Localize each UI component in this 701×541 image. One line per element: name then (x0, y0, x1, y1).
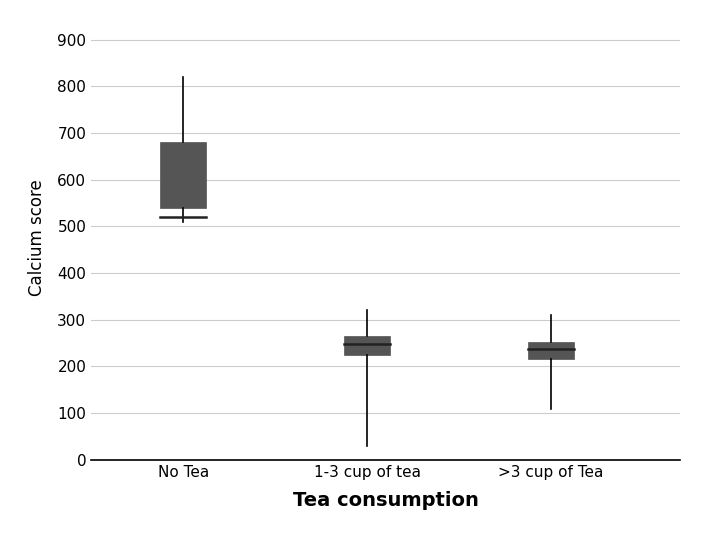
FancyBboxPatch shape (344, 336, 390, 355)
X-axis label: Tea consumption: Tea consumption (292, 491, 479, 510)
FancyBboxPatch shape (160, 142, 206, 208)
FancyBboxPatch shape (528, 342, 574, 359)
Y-axis label: Calcium score: Calcium score (28, 180, 46, 296)
